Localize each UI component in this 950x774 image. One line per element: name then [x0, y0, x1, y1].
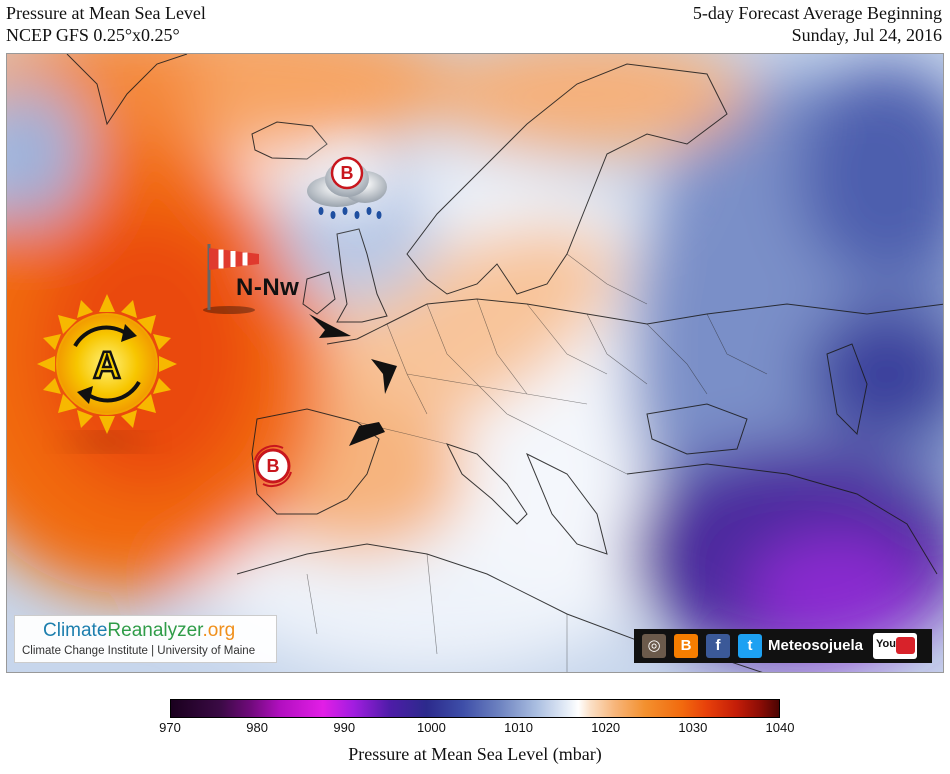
climate-reanalyzer-logo[interactable]: ClimateReanalyzer.org Climate Change Ins…	[14, 615, 277, 663]
low-pressure-symbol	[254, 444, 292, 488]
coastlines	[66, 54, 943, 672]
low-pressure-label-north: B	[341, 163, 354, 183]
header-right: 5-day Forecast Average Beginning Sunday,…	[693, 2, 942, 46]
blogger-icon[interactable]: B	[674, 634, 698, 658]
header-left: Pressure at Mean Sea Level NCEP GFS 0.25…	[6, 2, 206, 46]
wind-arrow-1	[309, 314, 351, 338]
colorbar-tick-label: 1010	[504, 720, 534, 735]
windsock-icon	[203, 244, 259, 314]
colorbar-tick-label: 970	[159, 720, 181, 735]
forecast-date: Sunday, Jul 24, 2016	[791, 25, 942, 45]
colorbar-tick-label: 990	[333, 720, 356, 735]
pressure-map: A B B	[6, 53, 944, 673]
colorbar-title: Pressure at Mean Sea Level (mbar)	[348, 744, 602, 764]
instagram-icon[interactable]: ◎	[642, 634, 666, 658]
forecast-label: 5-day Forecast Average Beginning	[692, 3, 942, 23]
facebook-icon[interactable]: f	[706, 634, 730, 658]
colorbar-tick-label: 1000	[416, 720, 446, 735]
wind-arrows	[309, 314, 397, 446]
social-bar: ◎ B f t Meteosojuela You	[634, 629, 932, 663]
colorbar-tick-label: 980	[246, 720, 268, 735]
youtube-icon[interactable]: You	[873, 633, 917, 659]
pressure-field	[7, 54, 943, 672]
social-account-name[interactable]: Meteosojuela	[768, 637, 864, 654]
wind-direction-label: N-Nw	[236, 274, 300, 301]
colorbar-tick-label: 1020	[591, 720, 621, 735]
colorbar	[170, 699, 780, 718]
model-label: NCEP GFS 0.25°x0.25°	[6, 25, 180, 45]
logo-subtitle: Climate Change Institute | University of…	[22, 645, 256, 657]
twitter-icon[interactable]: t	[738, 634, 762, 658]
borders	[306, 253, 768, 672]
map-title: Pressure at Mean Sea Level	[6, 3, 206, 23]
colorbar-tick-label: 1040	[765, 720, 795, 735]
high-pressure-symbol	[37, 294, 177, 448]
colorbar-tick-label: 1030	[678, 720, 708, 735]
wind-arrow-2	[371, 359, 397, 394]
logo-title: ClimateReanalyzer.org	[43, 620, 236, 641]
high-pressure-label: A	[93, 345, 120, 387]
low-pressure-cloud-symbol	[307, 139, 387, 219]
low-pressure-label-south: B	[267, 456, 280, 476]
wind-arrow-3	[349, 422, 385, 446]
